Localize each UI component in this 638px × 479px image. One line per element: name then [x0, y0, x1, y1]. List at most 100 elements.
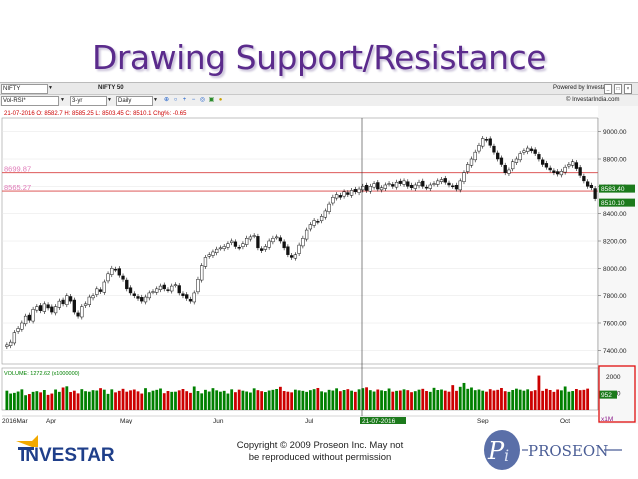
price-candle[interactable] [541, 159, 545, 165]
volume-bar[interactable] [455, 390, 458, 410]
volume-bar[interactable] [548, 390, 552, 410]
price-candle[interactable] [593, 188, 597, 199]
volume-bar[interactable] [170, 391, 174, 410]
price-candle[interactable] [61, 299, 65, 305]
volume-bar[interactable] [12, 392, 16, 410]
volume-bar[interactable] [189, 392, 192, 410]
lightbulb-icon[interactable]: ● [218, 97, 223, 103]
volume-bar[interactable] [226, 393, 230, 410]
price-candle[interactable] [42, 303, 46, 312]
volume-bar[interactable] [46, 394, 50, 410]
volume-bar[interactable] [331, 390, 335, 410]
image-icon[interactable]: ▣ [208, 97, 215, 103]
volume-bar[interactable] [305, 391, 309, 410]
volume-bar[interactable] [204, 389, 207, 410]
price-candle[interactable] [38, 305, 43, 311]
price-candle[interactable] [537, 154, 541, 160]
search-plus-icon[interactable]: ⊕ [163, 97, 170, 103]
price-candle[interactable] [106, 273, 110, 282]
volume-bar[interactable] [290, 392, 294, 410]
volume-bar[interactable] [69, 392, 72, 410]
price-candle[interactable] [327, 203, 331, 213]
price-candle[interactable] [293, 254, 298, 259]
price-candle[interactable] [230, 240, 234, 243]
volume-bar[interactable] [533, 390, 537, 410]
price-candle[interactable] [346, 192, 350, 195]
volume-bar[interactable] [151, 390, 155, 410]
price-candle[interactable] [394, 181, 399, 188]
price-candle[interactable] [496, 152, 500, 160]
volume-bar[interactable] [308, 390, 312, 410]
price-candle[interactable] [454, 184, 459, 190]
range-select[interactable]: 3-yr [70, 96, 107, 106]
volume-bar[interactable] [522, 390, 526, 410]
price-candle[interactable] [8, 341, 13, 346]
price-candle[interactable] [526, 147, 530, 152]
price-candle[interactable] [372, 183, 376, 188]
price-candle[interactable] [518, 153, 522, 161]
volume-bar[interactable] [106, 393, 110, 410]
price-candle[interactable] [556, 171, 560, 175]
volume-bar[interactable] [582, 389, 586, 410]
volume-bar[interactable] [387, 388, 391, 410]
price-candle[interactable] [256, 236, 260, 249]
volume-bar[interactable] [320, 391, 324, 410]
price-candle[interactable] [349, 190, 354, 196]
price-candle[interactable] [83, 303, 88, 306]
volume-bar[interactable] [181, 389, 185, 410]
volume-bar[interactable] [102, 389, 106, 410]
volume-bar[interactable] [147, 392, 151, 410]
price-candle[interactable] [529, 148, 534, 152]
volume-bar[interactable] [24, 395, 28, 410]
price-candle[interactable] [282, 241, 286, 249]
volume-bar[interactable] [492, 390, 496, 410]
price-candle[interactable] [53, 306, 58, 314]
volume-bar[interactable] [353, 391, 357, 410]
volume-bar[interactable] [174, 391, 177, 410]
price-candle[interactable] [76, 312, 80, 317]
price-candle[interactable] [27, 314, 32, 321]
price-candle[interactable] [147, 292, 151, 299]
price-candle[interactable] [334, 194, 339, 199]
volume-bar[interactable] [54, 389, 57, 410]
volume-bar[interactable] [466, 388, 470, 410]
price-candle[interactable] [492, 145, 496, 153]
volume-bar[interactable] [282, 391, 286, 410]
price-candle[interactable] [136, 296, 140, 299]
price-candle[interactable] [252, 235, 256, 237]
volume-bar[interactable] [87, 391, 91, 410]
volume-bar[interactable] [552, 391, 556, 410]
price-candle[interactable] [207, 254, 211, 257]
price-candle[interactable] [68, 296, 73, 302]
price-candle[interactable] [286, 246, 290, 255]
volume-bar[interactable] [35, 391, 39, 410]
volume-bar[interactable] [372, 391, 376, 410]
zoom-reset-icon[interactable]: ◎ [199, 97, 206, 103]
volume-bar[interactable] [518, 389, 522, 410]
price-candle[interactable] [31, 309, 35, 322]
volume-bar[interactable] [125, 391, 129, 410]
price-candle[interactable] [364, 184, 369, 191]
symbol-dropdown-icon[interactable]: ▼ [48, 85, 53, 91]
volume-bar[interactable] [230, 389, 234, 410]
volume-bar[interactable] [166, 391, 170, 410]
price-candle[interactable] [192, 292, 196, 303]
volume-bar[interactable] [207, 391, 211, 410]
volume-bar[interactable] [421, 388, 425, 410]
volume-bar[interactable] [578, 390, 582, 410]
price-candle[interactable] [16, 328, 20, 332]
price-candle[interactable] [181, 293, 185, 296]
volume-bar[interactable] [76, 393, 80, 410]
search-icon[interactable]: ○ [173, 97, 178, 103]
volume-bar[interactable] [57, 391, 61, 410]
price-candle[interactable] [417, 181, 421, 187]
volume-bar[interactable] [391, 391, 395, 410]
volume-bar[interactable] [140, 393, 144, 410]
price-candle[interactable] [413, 184, 417, 189]
price-candle[interactable] [432, 183, 436, 185]
price-candle[interactable] [511, 161, 515, 170]
price-candle[interactable] [23, 315, 28, 325]
volume-bar[interactable] [537, 375, 541, 410]
volume-bar[interactable] [563, 386, 567, 410]
price-candle[interactable] [361, 186, 365, 191]
